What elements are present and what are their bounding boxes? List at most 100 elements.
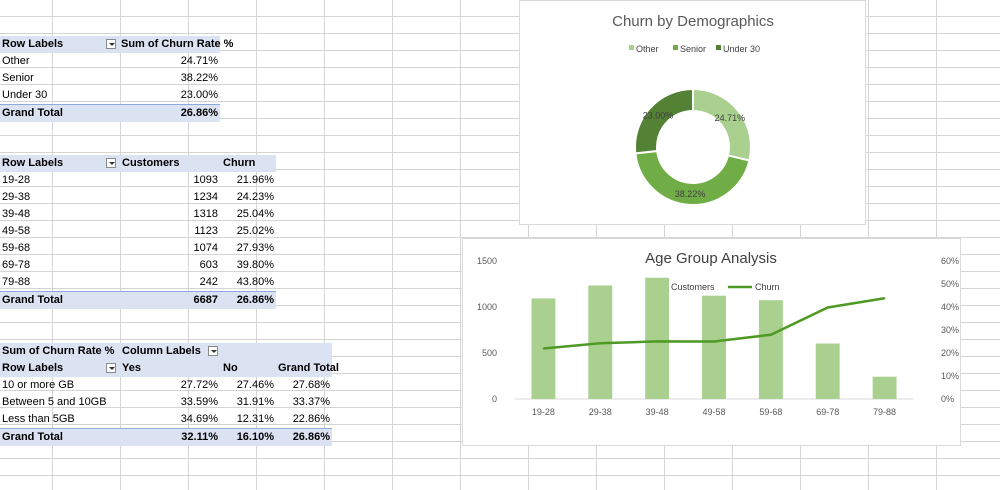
- pivot-table-data-usage: Sum of Churn Rate % Column Labels Row La…: [0, 343, 339, 446]
- data-label: 38.22%: [675, 189, 706, 199]
- grand-total-customers: 6687: [193, 294, 218, 306]
- donut-slice: [634, 87, 694, 155]
- churn-header: Churn: [223, 157, 256, 169]
- table-row: 29-38 1234 24.23%: [0, 189, 276, 206]
- bar: [645, 277, 670, 399]
- legend-label: Other: [636, 44, 659, 54]
- table-row: Less than 5GB 34.69% 12.31% 22.86%: [0, 411, 332, 428]
- y2-tick-label: 20%: [941, 348, 959, 358]
- donut-slice: [634, 149, 751, 206]
- grand-total-label: Grand Total: [2, 294, 63, 306]
- y2-tick-label: 60%: [941, 256, 959, 266]
- y2-tick-label: 30%: [941, 325, 959, 335]
- row-label: Under 30: [2, 89, 48, 101]
- table-row: Under 30 23.00%: [0, 87, 220, 104]
- bar: [758, 300, 783, 399]
- line-point: [826, 306, 829, 309]
- x-tick-label: 39-48: [646, 407, 669, 417]
- y-tick-label: 1500: [477, 256, 497, 266]
- y2-tick-label: 0%: [941, 394, 954, 404]
- row-customers: 1093: [193, 174, 218, 186]
- table-row: 79-88 242 43.80%: [0, 274, 276, 291]
- chart-legend: Other Senior Under 30: [629, 44, 760, 54]
- y-axis-right: 0% 10% 20% 30% 40% 50% 60%: [941, 256, 959, 404]
- y2-tick-label: 40%: [941, 302, 959, 312]
- row-label: 29-38: [2, 191, 31, 203]
- bar-series: [531, 277, 897, 399]
- pivot-header-row: Sum of Churn Rate % Column Labels: [0, 343, 332, 360]
- chart-title: Age Group Analysis: [645, 250, 777, 267]
- row-labels-filter-button[interactable]: [106, 158, 116, 168]
- row-churn: 25.02%: [236, 225, 274, 237]
- table-row: Between 5 and 10GB 33.59% 31.91% 33.37%: [0, 394, 332, 411]
- legend-label: Churn: [755, 282, 780, 292]
- row-total: 22.86%: [292, 413, 330, 425]
- grand-total-label: Grand Total: [2, 431, 63, 443]
- line-point: [542, 347, 545, 350]
- age-group-chart-box[interactable]: Age Group Analysis Customers Churn 0 500 10…: [462, 238, 961, 446]
- row-customers: 603: [199, 259, 218, 271]
- column-labels-filter-button[interactable]: [208, 346, 218, 356]
- row-total: 33.37%: [292, 396, 330, 408]
- x-tick-label: 29-38: [589, 407, 612, 417]
- row-customers: 1234: [193, 191, 218, 203]
- x-tick-label: 69-78: [816, 407, 839, 417]
- row-label: 39-48: [2, 208, 31, 220]
- y-axis-left: 0 500 1000 1500: [477, 256, 497, 404]
- row-churn: 21.96%: [236, 174, 274, 186]
- row-label: Between 5 and 10GB: [2, 396, 107, 408]
- line-point: [883, 297, 886, 300]
- table-row: Other 24.71%: [0, 53, 220, 70]
- row-no: 12.31%: [236, 413, 274, 425]
- line-point: [713, 340, 715, 343]
- bar: [815, 343, 840, 399]
- column-yes-header: Yes: [122, 362, 141, 374]
- table-row: 19-28 1093 21.96%: [0, 172, 276, 189]
- x-tick-label: 19-28: [532, 407, 555, 417]
- table-row: 10 or more GB 27.72% 27.46% 27.68%: [0, 377, 332, 394]
- row-label: 49-58: [2, 225, 31, 237]
- y-tick-label: 1000: [477, 302, 497, 312]
- column-no-header: No: [223, 362, 238, 374]
- donut-chart-box[interactable]: Churn by Demographics Other Senior Under 3…: [519, 0, 866, 225]
- row-labels-filter-button[interactable]: [106, 39, 116, 49]
- legend-label: Customers: [671, 282, 715, 292]
- row-value: 24.71%: [180, 55, 218, 67]
- row-customers: 1318: [193, 208, 218, 220]
- donut-chart: Churn by Demographics Other Senior Under 3…: [612, 13, 774, 206]
- row-customers: 1123: [194, 225, 218, 237]
- row-total: 27.68%: [292, 379, 330, 391]
- bar: [702, 295, 726, 399]
- column-labels-header: Column Labels: [122, 345, 201, 357]
- pivot-table-demographics: Row Labels Sum of Churn Rate % Other 24.…: [0, 36, 233, 122]
- row-yes: 33.59%: [180, 396, 218, 408]
- row-labels-header: Row Labels: [2, 38, 64, 50]
- row-yes: 34.69%: [180, 413, 218, 425]
- grand-total-row: Grand Total 26.86%: [0, 104, 220, 122]
- y2-tick-label: 50%: [941, 279, 959, 289]
- row-label: 10 or more GB: [2, 379, 75, 391]
- grand-total-churn: 26.86%: [236, 294, 274, 306]
- grand-total-row: Grand Total 32.11% 16.10% 26.86%: [0, 428, 332, 446]
- grand-total-row: Grand Total 6687 26.86%: [0, 291, 276, 309]
- row-value: 23.00%: [180, 89, 218, 101]
- line-point: [770, 333, 772, 336]
- donut-slice: [692, 87, 752, 162]
- x-tick-label: 49-58: [702, 407, 725, 417]
- row-label: 19-28: [2, 174, 31, 186]
- table-row: 49-58 1123 25.02%: [0, 223, 276, 240]
- row-label: 59-68: [2, 242, 31, 254]
- row-no: 31.91%: [236, 396, 274, 408]
- row-churn: 39.80%: [236, 259, 274, 271]
- grand-total-yes: 32.11%: [181, 431, 218, 443]
- sum-churn-header: Sum of Churn Rate %: [121, 38, 234, 50]
- age-group-chart: Age Group Analysis Customers Churn 0 500 10…: [477, 250, 959, 417]
- x-axis: 19-28 29-38 39-48 49-58 59-68 69-78 79-88: [532, 407, 896, 417]
- row-customers: 242: [199, 276, 218, 288]
- row-no: 27.46%: [236, 379, 274, 391]
- legend-label: Senior: [680, 44, 706, 54]
- row-churn: 25.04%: [236, 208, 274, 220]
- table-row: Senior 38.22%: [0, 70, 220, 87]
- row-yes: 27.72%: [180, 379, 218, 391]
- row-labels-filter-button[interactable]: [106, 363, 116, 373]
